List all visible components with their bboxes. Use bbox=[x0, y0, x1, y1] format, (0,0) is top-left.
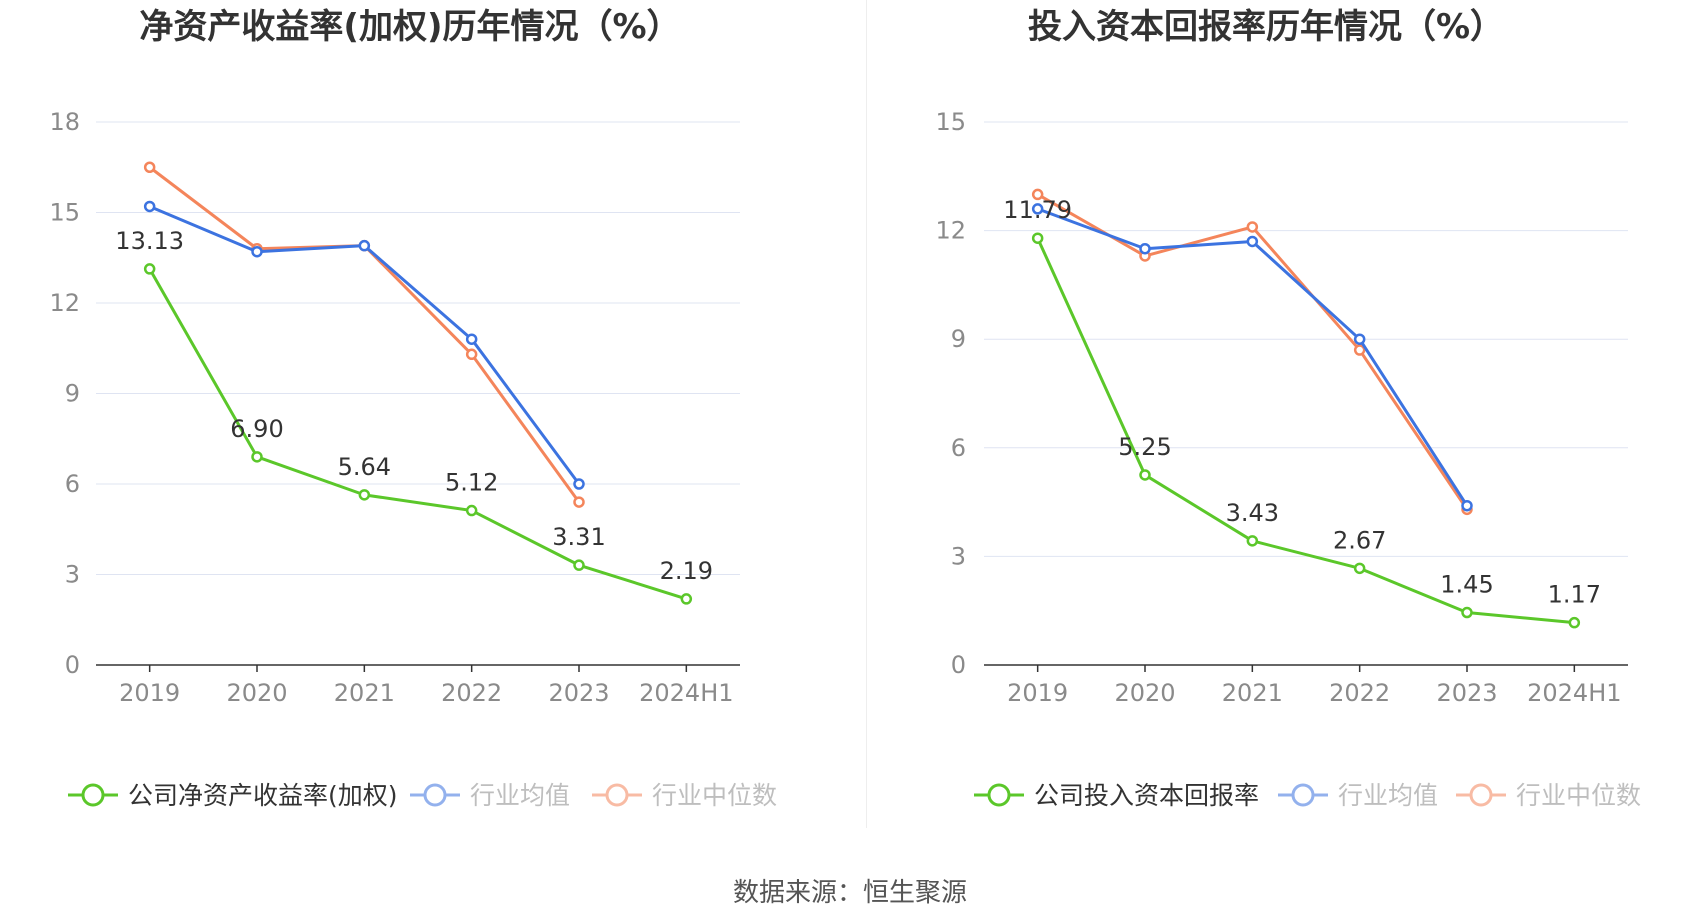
x-tick-label: 2020 bbox=[226, 679, 287, 707]
data-point-company bbox=[573, 559, 585, 571]
x-tick-label: 2023 bbox=[1436, 679, 1497, 707]
legend-label: 行业均值 bbox=[1338, 781, 1438, 810]
data-label: 13.13 bbox=[115, 227, 184, 255]
legend-item-company: 公司净资产收益率(加权) bbox=[68, 781, 398, 810]
data-label: 3.31 bbox=[552, 523, 605, 551]
legend-marker bbox=[987, 783, 1011, 807]
data-point-company bbox=[1139, 469, 1151, 481]
data-point-average bbox=[1246, 235, 1259, 248]
data-point-company bbox=[358, 489, 371, 501]
data-point-average bbox=[143, 200, 156, 213]
legend-item-median: 行业中位数 bbox=[1456, 781, 1641, 810]
y-tick-label: 15 bbox=[49, 199, 80, 227]
data-point-median bbox=[573, 496, 585, 508]
data-point-median bbox=[1353, 344, 1366, 356]
data-point-average bbox=[573, 478, 585, 490]
data-point-company bbox=[1568, 616, 1581, 629]
legend-marker bbox=[605, 783, 629, 807]
legend-marker bbox=[1469, 783, 1493, 807]
series-line-median bbox=[148, 166, 581, 503]
legend-item-company: 公司投入资本回报率 bbox=[974, 781, 1259, 810]
data-point-company bbox=[1461, 606, 1473, 619]
y-tick-label: 12 bbox=[935, 217, 966, 245]
x-tick-label: 2022 bbox=[441, 679, 502, 707]
data-point-median bbox=[1031, 188, 1044, 201]
data-point-company bbox=[143, 263, 156, 275]
x-tick-label: 2023 bbox=[548, 679, 609, 707]
y-tick-label: 6 bbox=[65, 470, 80, 498]
legend-label: 公司投入资本回报率 bbox=[1034, 781, 1259, 810]
x-tick-label: 2024H1 bbox=[1527, 679, 1621, 707]
data-point-average bbox=[358, 239, 371, 252]
x-tick-label: 2019 bbox=[119, 679, 180, 707]
y-tick-label: 0 bbox=[951, 651, 966, 679]
y-tick-label: 3 bbox=[65, 561, 80, 589]
data-label: 2.19 bbox=[660, 557, 713, 585]
y-tick-label: 9 bbox=[951, 325, 966, 353]
chart-divider bbox=[866, 0, 867, 828]
data-point-average bbox=[251, 245, 263, 258]
data-point-average bbox=[1139, 242, 1151, 255]
legend-marker bbox=[1291, 783, 1315, 807]
legend-label: 行业中位数 bbox=[1516, 781, 1641, 810]
data-label: 1.45 bbox=[1440, 571, 1493, 599]
data-point-median bbox=[143, 161, 156, 173]
y-tick-label: 6 bbox=[951, 434, 966, 462]
data-point-company bbox=[1353, 562, 1366, 575]
data-label: 5.64 bbox=[338, 453, 391, 481]
data-label: 5.25 bbox=[1118, 433, 1171, 461]
data-label: 5.12 bbox=[445, 469, 498, 497]
y-tick-label: 15 bbox=[935, 108, 966, 136]
data-point-average bbox=[465, 333, 478, 345]
legend-label: 公司净资产收益率(加权) bbox=[128, 781, 398, 810]
roe-chart: 净资产收益率(加权)历年情况（%） 0 3 6 9 12 15 18 2019 2020 2021 2… bbox=[49, 7, 777, 810]
data-label: 3.43 bbox=[1226, 499, 1279, 527]
data-point-company bbox=[680, 593, 693, 605]
y-tick-label: 12 bbox=[49, 289, 80, 317]
data-point-average bbox=[1353, 333, 1366, 345]
data-point-company bbox=[251, 451, 263, 463]
data-label: 2.67 bbox=[1333, 526, 1386, 554]
legend-label: 行业均值 bbox=[470, 781, 570, 810]
data-point-average bbox=[1031, 203, 1044, 215]
y-tick-label: 3 bbox=[951, 542, 966, 570]
data-label: 1.17 bbox=[1548, 581, 1601, 609]
chart-title: 净资产收益率(加权)历年情况（%） bbox=[139, 7, 680, 47]
data-label: 11.79 bbox=[1003, 196, 1072, 224]
data-point-company bbox=[465, 504, 478, 517]
chart-title: 投入资本回报率历年情况（%） bbox=[1028, 7, 1504, 47]
data-point-average bbox=[1461, 499, 1473, 512]
data-point-company bbox=[1246, 535, 1259, 547]
y-tick-label: 18 bbox=[49, 108, 80, 136]
x-tick-label: 2020 bbox=[1114, 679, 1175, 707]
data-point-median bbox=[465, 348, 478, 361]
legend-label: 行业中位数 bbox=[652, 781, 777, 810]
legend-item-average: 行业均值 bbox=[410, 781, 570, 810]
data-label: 6.90 bbox=[230, 415, 283, 443]
data-point-company bbox=[1031, 232, 1044, 244]
legend-item-average: 行业均值 bbox=[1278, 781, 1438, 810]
legend-marker bbox=[423, 783, 447, 807]
y-tick-label: 9 bbox=[65, 380, 80, 408]
data-point-median bbox=[1246, 221, 1259, 233]
y-tick-label: 0 bbox=[65, 651, 80, 679]
x-tick-label: 2021 bbox=[334, 679, 395, 707]
x-tick-label: 2022 bbox=[1329, 679, 1390, 707]
x-tick-label: 2024H1 bbox=[639, 679, 733, 707]
series-line-company bbox=[1036, 237, 1575, 625]
roic-chart: 投入资本回报率历年情况（%） 0 3 6 9 12 15 2019 2020 2021 2022 20… bbox=[935, 7, 1641, 810]
data-source: 数据来源：恒生聚源 bbox=[732, 878, 967, 908]
x-tick-label: 2021 bbox=[1222, 679, 1283, 707]
legend-item-median: 行业中位数 bbox=[592, 781, 777, 810]
series-line-company bbox=[148, 268, 687, 601]
x-tick-label: 2019 bbox=[1007, 679, 1068, 707]
legend-marker bbox=[81, 783, 105, 807]
series-line-average bbox=[1037, 207, 1469, 507]
